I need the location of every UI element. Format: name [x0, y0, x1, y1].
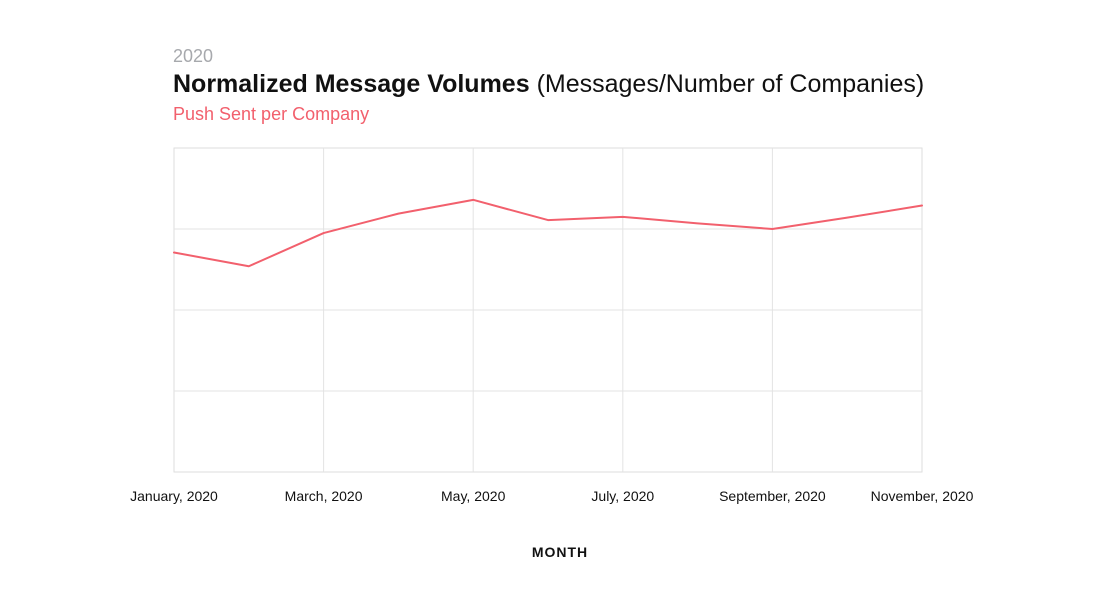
x-tick-labels: January, 2020 March, 2020 May, 2020 July, 2…: [130, 488, 973, 504]
chart-title-units: (Messages/Number of Companies): [536, 70, 925, 98]
x-tick-label: March, 2020: [285, 488, 363, 504]
x-tick-label: July, 2020: [591, 488, 654, 504]
x-tick-label: January, 2020: [130, 488, 218, 504]
series-line: [173, 198, 923, 268]
x-tick-label: May, 2020: [441, 488, 506, 504]
chart-series: [173, 198, 923, 268]
series-label: Push Sent per Company: [173, 104, 370, 124]
chart-year: 2020: [173, 46, 214, 66]
x-tick-label: September, 2020: [719, 488, 826, 504]
x-axis-title: MONTH: [531, 544, 589, 560]
chart-grid: [173, 147, 923, 473]
x-tick-label: November, 2020: [871, 488, 974, 504]
chart-title-main: Normalized Message Volumes: [173, 70, 530, 98]
chart-title: Normalized Message Volumes (Messages/Num…: [173, 70, 924, 99]
